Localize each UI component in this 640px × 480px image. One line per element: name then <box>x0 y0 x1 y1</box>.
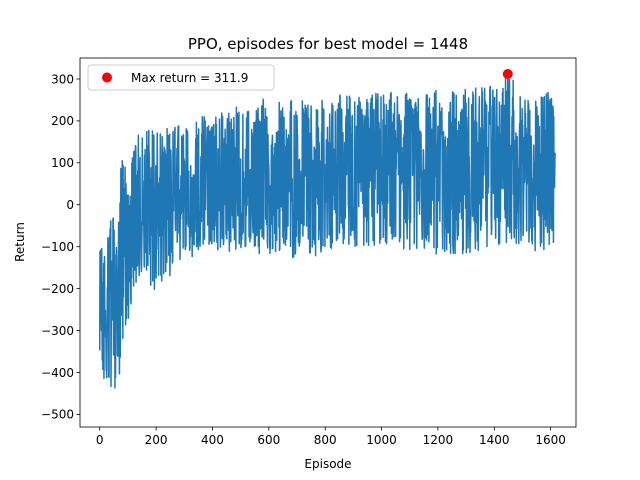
y-tick-label-5: 0 <box>66 198 74 212</box>
plot-area: 0 200 400 600 800 1000 1200 1400 1600−500−400−30… <box>41 57 577 447</box>
legend-box <box>87 64 275 91</box>
y-tick-label-3: −200 <box>41 282 74 296</box>
y-tick-label-6: 100 <box>51 156 74 170</box>
y-axis-label: Return <box>13 222 27 262</box>
series-return-line <box>98 73 556 389</box>
y-tick-label-2: −300 <box>41 324 74 338</box>
legend: Max return = 311.9 <box>87 64 275 91</box>
x-tick-label-1: 200 <box>145 433 168 447</box>
x-tick-label-3: 600 <box>257 433 280 447</box>
x-tick-label-6: 1200 <box>423 433 454 447</box>
x-tick-label-5: 1000 <box>366 433 397 447</box>
legend-label: Max return = 311.9 <box>131 71 248 85</box>
x-tick-label-7: 1400 <box>479 433 510 447</box>
x-tick-label-8: 1600 <box>535 433 566 447</box>
y-tick-label-1: −400 <box>41 366 74 380</box>
x-tick-label-2: 400 <box>201 433 224 447</box>
plot-frame <box>79 57 577 428</box>
legend-marker <box>102 72 112 83</box>
y-tick-label-4: −100 <box>41 240 74 254</box>
x-tick-label-0: 0 <box>96 433 104 447</box>
chart-title: PPO, episodes for best model = 1448 <box>188 35 468 53</box>
y-tick-label-7: 200 <box>51 114 74 128</box>
y-tick-label-0: −500 <box>41 408 74 422</box>
x-tick-label-4: 800 <box>314 433 337 447</box>
x-axis-label: Episode <box>304 457 351 471</box>
y-tick-label-8: 300 <box>51 72 74 86</box>
max-return-marker <box>502 68 513 79</box>
